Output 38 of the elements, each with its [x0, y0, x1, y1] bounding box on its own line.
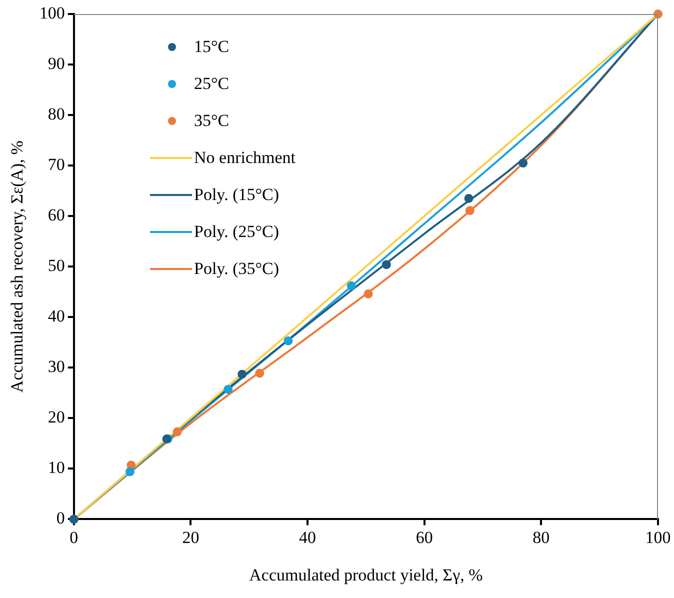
- x-tick-label: 60: [416, 528, 433, 547]
- point: [382, 260, 391, 270]
- y-tick-label: 60: [48, 206, 65, 225]
- y-tick-label: 40: [48, 306, 65, 326]
- legend-label: 25°C: [194, 74, 230, 94]
- y-tick-label: 100: [39, 3, 65, 22]
- point: [518, 158, 528, 168]
- y-tick-label: 50: [48, 256, 65, 276]
- x-axis-title: Accumulated product yield, Σγ, %: [249, 565, 483, 584]
- x-tick-label: 20: [182, 528, 200, 547]
- y-tick-label: 70: [48, 155, 65, 174]
- point: [125, 467, 134, 476]
- y-tick-label: 30: [48, 357, 65, 376]
- point: [364, 289, 373, 298]
- y-axis-title: Accumulated ash recovery, Σε(A), %: [8, 140, 27, 393]
- point: [224, 384, 233, 394]
- legend-label: Poly. (35°C): [194, 258, 280, 278]
- point: [464, 194, 474, 203]
- x-tick-label: 100: [645, 528, 671, 547]
- x-tick-label: 0: [70, 528, 78, 547]
- x-tick-label: 80: [532, 528, 550, 547]
- point: [284, 336, 293, 346]
- y-tick-label: 90: [48, 54, 65, 73]
- point: [238, 370, 247, 379]
- point: [346, 281, 356, 290]
- point: [172, 427, 182, 436]
- legend-label: 15°C: [194, 36, 230, 56]
- legend-label: Poly. (15°C): [194, 184, 280, 204]
- y-tick-label: 0: [56, 508, 65, 528]
- legend-label: No enrichment: [194, 148, 296, 168]
- legend-label: Poly. (25°C): [194, 222, 280, 242]
- point: [465, 206, 474, 216]
- point: [255, 368, 264, 378]
- legend-label: 35°C: [194, 110, 230, 130]
- x-tick-label: 40: [299, 528, 316, 547]
- y-tick-label: 20: [48, 408, 65, 427]
- y-tick-label: 10: [48, 458, 65, 478]
- y-tick-label: 80: [48, 104, 65, 124]
